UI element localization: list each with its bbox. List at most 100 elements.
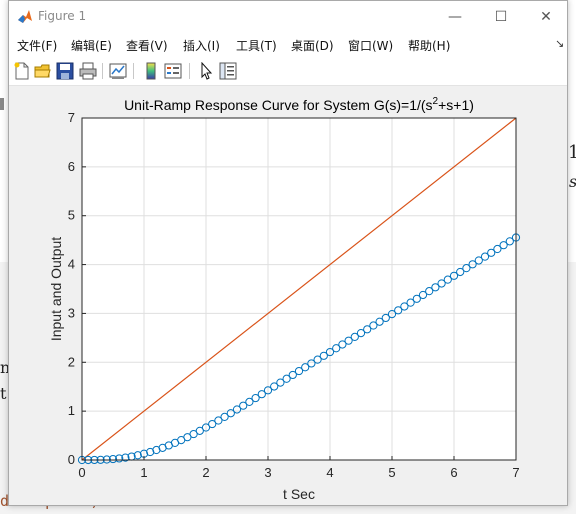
x-tick-label: 6 <box>450 465 457 480</box>
response-marker <box>325 347 335 357</box>
background-fraction-numerator: 1 <box>568 142 576 163</box>
toolbar-separator <box>189 63 190 79</box>
x-tick-label: 1 <box>140 465 147 480</box>
new-figure-icon[interactable] <box>13 62 31 80</box>
response-marker <box>245 397 254 406</box>
menu-bar: 文件(F) 编辑(E) 查看(V) 插入(I) 工具(T) 桌面(D) 窗口(W… <box>9 33 567 55</box>
maximize-button[interactable]: ☐ <box>494 9 508 25</box>
response-marker <box>263 386 273 395</box>
response-marker <box>431 283 440 292</box>
legend-icon[interactable] <box>164 62 182 80</box>
print-icon[interactable] <box>79 62 97 80</box>
response-marker <box>449 271 459 280</box>
minimize-button[interactable]: — <box>448 9 462 25</box>
matlab-logo-icon <box>18 10 32 23</box>
response-marker <box>505 237 514 246</box>
menu-insert[interactable]: 插入(I) <box>183 39 220 53</box>
response-marker <box>108 454 118 464</box>
response-marker <box>276 378 285 387</box>
x-axis-label: t Sec <box>283 486 315 502</box>
response-marker <box>115 454 124 463</box>
toolbar-separator <box>102 63 103 79</box>
toolbar <box>9 57 567 86</box>
response-marker <box>338 340 347 349</box>
response-marker <box>493 244 502 254</box>
response-marker <box>474 256 483 265</box>
response-marker <box>301 363 310 372</box>
response-marker <box>220 412 229 422</box>
response-marker <box>288 370 297 380</box>
ramp-input-line <box>81 117 517 461</box>
y-tick-label: 3 <box>68 305 75 320</box>
open-file-icon[interactable] <box>34 62 52 80</box>
menu-file[interactable]: 文件(F) <box>17 39 58 53</box>
menu-overflow-icon[interactable]: ↘ <box>555 37 565 50</box>
menu-help[interactable]: 帮助(H) <box>408 39 451 53</box>
response-marker <box>375 317 384 326</box>
y-tick-label: 2 <box>68 354 75 369</box>
response-marker <box>146 447 155 457</box>
x-tick-label: 5 <box>388 465 395 480</box>
toolbar-separator <box>133 63 134 79</box>
axis-ticks: 0 1 2 3 4 5 6 7 0 1 2 3 4 5 6 7 <box>68 110 520 480</box>
background-scroll-marker <box>0 98 4 110</box>
y-tick-label: 6 <box>68 159 75 174</box>
response-marker <box>294 366 304 376</box>
response-marker <box>406 298 415 307</box>
x-tick-label: 3 <box>264 465 271 480</box>
response-marker <box>437 279 446 288</box>
background-text-fragment: n <box>0 358 11 377</box>
figure-canvas: 0 1 2 3 4 5 6 7 0 1 2 3 4 5 6 7 Unit-Ramp Response Curv… <box>9 86 567 505</box>
response-marker <box>499 241 508 250</box>
response-marker <box>400 302 409 311</box>
menu-desktop[interactable]: 桌面(D) <box>291 39 334 53</box>
menu-tools[interactable]: 工具(T) <box>236 39 277 53</box>
response-marker <box>394 306 403 315</box>
response-marker <box>195 426 204 435</box>
window-title: Figure 1 <box>38 9 87 23</box>
pointer-icon[interactable] <box>197 62 215 80</box>
response-marker <box>350 332 359 341</box>
title-bar[interactable]: Figure 1 — ☐ ✕ <box>9 1 567 33</box>
response-marker <box>239 401 248 410</box>
response-marker <box>232 405 242 414</box>
response-marker <box>363 325 372 334</box>
response-marker <box>313 355 322 364</box>
axes-box <box>81 117 517 461</box>
background-text-fragment: t <box>0 384 7 403</box>
response-marker <box>282 374 291 383</box>
figure-window: Figure 1 — ☐ ✕ 文件(F) 编辑(E) 查看(V) 插入(I) 工… <box>8 0 568 506</box>
link-plot-icon[interactable] <box>109 62 127 80</box>
response-marker <box>251 393 260 403</box>
response-marker <box>257 390 266 399</box>
y-tick-label: 5 <box>68 208 75 223</box>
plot-area[interactable]: 0 1 2 3 4 5 6 7 0 1 2 3 4 5 6 7 Unit-Ramp Response Curv… <box>9 86 567 505</box>
colorbar-icon[interactable] <box>142 62 160 80</box>
response-marker <box>387 310 397 319</box>
response-marker <box>214 416 223 425</box>
response-marker <box>369 321 378 330</box>
x-tick-label: 2 <box>202 465 209 480</box>
response-marker <box>487 248 496 257</box>
menu-window[interactable]: 窗口(W) <box>348 39 394 53</box>
x-tick-label: 4 <box>326 465 333 480</box>
menu-view[interactable]: 查看(V) <box>126 39 168 53</box>
response-marker <box>462 264 471 273</box>
save-icon[interactable] <box>56 62 74 80</box>
menu-edit[interactable]: 编辑(E) <box>71 39 112 53</box>
y-tick-label: 7 <box>68 110 75 125</box>
response-marker <box>468 260 477 269</box>
response-marker <box>208 419 217 429</box>
background-fraction-denominator: s <box>569 172 576 191</box>
response-marker <box>381 313 390 323</box>
close-button[interactable]: ✕ <box>540 9 552 25</box>
property-editor-icon[interactable] <box>219 62 237 80</box>
y-tick-label: 4 <box>68 257 75 272</box>
response-marker <box>356 329 366 338</box>
response-marker <box>133 451 142 460</box>
y-tick-label: 1 <box>68 403 75 418</box>
y-axis-label: Input and Output <box>48 237 64 341</box>
response-marker <box>443 275 452 284</box>
x-tick-label: 0 <box>78 465 85 480</box>
chart-title: Unit-Ramp Response Curve for System G(s)… <box>124 96 474 113</box>
